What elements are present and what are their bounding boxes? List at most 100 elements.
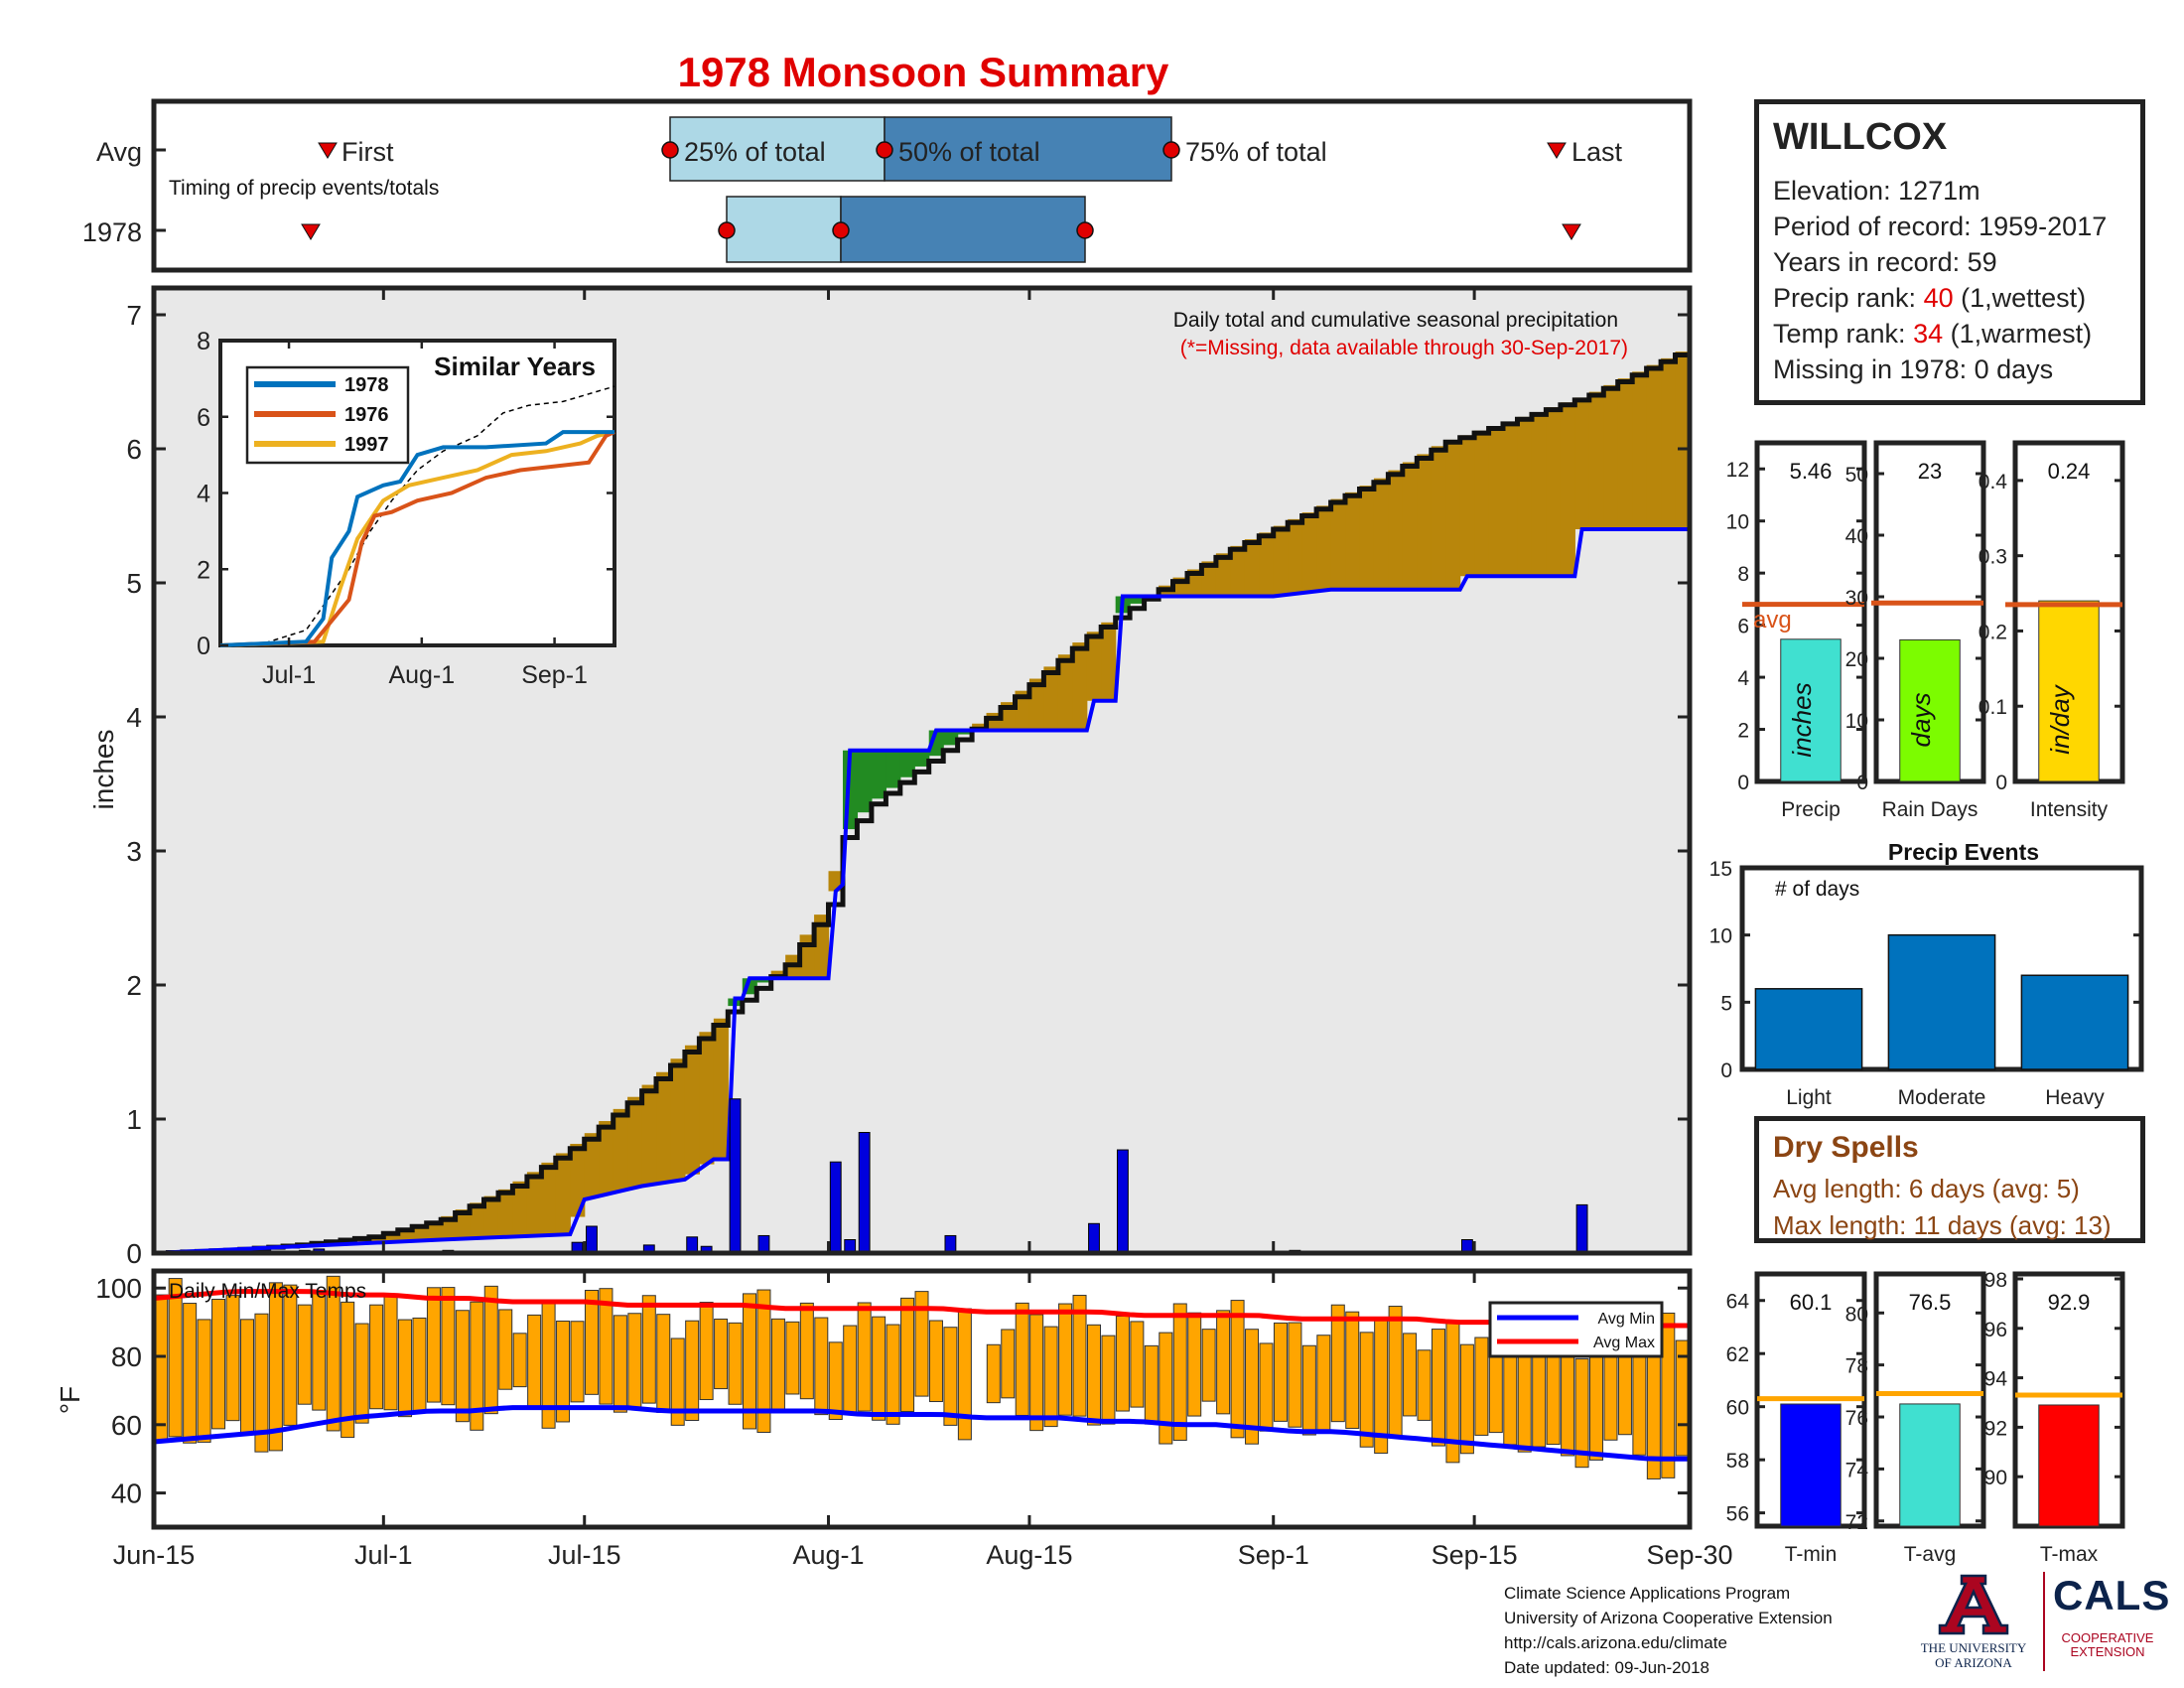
rain-days-mini-ytick-label: 50 bbox=[1845, 464, 1868, 487]
station-temp-rank: Temp rank: 34 (1,warmest) bbox=[1773, 316, 2126, 352]
temp-ytick-label: 80 bbox=[111, 1341, 142, 1372]
cumulative-diff-segment bbox=[1488, 426, 1504, 577]
main-ytick-label: 1 bbox=[126, 1104, 142, 1135]
station-precip-rank: Precip rank: 40 (1,wettest) bbox=[1773, 280, 2126, 316]
cumulative-diff-segment bbox=[1459, 435, 1475, 577]
daily-temp-bar bbox=[613, 1315, 627, 1413]
daily-temp-bar bbox=[957, 1308, 972, 1441]
logo-divider bbox=[2043, 1572, 2045, 1671]
tavg-mini-ytick-label: 78 bbox=[1845, 1355, 1868, 1378]
temp-ytick-label: 40 bbox=[111, 1478, 142, 1509]
daily-temp-bar bbox=[239, 1319, 254, 1434]
legend-label-1976: 1976 bbox=[344, 404, 389, 426]
precip-mini-ytick-label: 10 bbox=[1726, 511, 1749, 534]
daily-temp-bar bbox=[470, 1301, 484, 1431]
precip-mini-ytick-label: 0 bbox=[1737, 772, 1749, 794]
cumulative-diff-segment bbox=[1560, 402, 1575, 577]
cumulative-diff-segment bbox=[1388, 470, 1404, 590]
dry-spells-max-length: Max length: 11 days (avg: 13) bbox=[1773, 1210, 2112, 1240]
cumulative-diff-segment bbox=[1531, 412, 1548, 577]
intensity-mini-bar bbox=[2038, 600, 2100, 782]
main-ytick-label: 6 bbox=[126, 434, 142, 465]
daily-temp-bar bbox=[599, 1288, 614, 1405]
inset-xtick-label: Jul-1 bbox=[262, 661, 316, 689]
daily-temp-bar bbox=[527, 1314, 542, 1410]
daily-temp-bar bbox=[1245, 1329, 1260, 1445]
cumulative-diff-segment bbox=[1186, 569, 1203, 597]
precip-mini-ytick-label: 4 bbox=[1737, 667, 1749, 690]
daily-temp-bar bbox=[1187, 1312, 1202, 1417]
cumulative-diff-segment bbox=[1417, 454, 1433, 590]
event-bar bbox=[1754, 988, 1863, 1070]
precip-rank-value: 40 bbox=[1923, 283, 1954, 313]
daily-temp-bar bbox=[843, 1325, 858, 1414]
date-xtick-label: Sep-1 bbox=[1238, 1540, 1309, 1570]
daily-temp-bar bbox=[714, 1318, 729, 1390]
rain-days-mini-value: 23 bbox=[1918, 459, 1942, 484]
cumulative-diff-segment bbox=[1259, 532, 1275, 597]
cumulative-diff-segment bbox=[1101, 622, 1117, 701]
cumulative-diff-segment bbox=[383, 1231, 399, 1242]
daily-temp-bar bbox=[297, 1304, 312, 1405]
precip-rank-suffix: (1,wettest) bbox=[1953, 283, 2087, 313]
tavg-mini-label: T-avg bbox=[1904, 1543, 1957, 1566]
cumulative-diff-segment bbox=[886, 750, 901, 788]
credits-line-1: Climate Science Applications Program bbox=[1504, 1584, 1791, 1603]
tavg-mini-ytick-label: 72 bbox=[1845, 1511, 1868, 1534]
cumulative-diff-segment bbox=[814, 914, 830, 979]
inset-ytick-label: 6 bbox=[197, 404, 210, 432]
daily-temp-bar bbox=[154, 1294, 169, 1442]
cumulative-diff-segment bbox=[1330, 498, 1346, 590]
daily-temp-bar bbox=[756, 1289, 771, 1433]
cumulative-diff-segment bbox=[1230, 545, 1246, 597]
timing-avg-label: Avg bbox=[96, 137, 142, 167]
daily-temp-bar bbox=[814, 1317, 829, 1416]
daily-temp-bar bbox=[1230, 1300, 1245, 1439]
avg-first-marker bbox=[318, 142, 338, 159]
temperature-panel: 40 60 80 100 Jun-15 Jul-1 Jul-15 Aug-1 Aug-15 Se… bbox=[55, 1268, 1733, 1570]
legend-label-avg-max: Avg Max bbox=[1593, 1335, 1655, 1351]
rain-days-mini-ytick-label: 40 bbox=[1845, 525, 1868, 548]
station-years: Years in record: 59 bbox=[1773, 247, 1997, 277]
tavg-mini-bar bbox=[1899, 1403, 1961, 1527]
daily-temp-bar bbox=[1172, 1303, 1187, 1442]
cals-sub-line-2: EXTENSION bbox=[2070, 1644, 2145, 1659]
daily-temp-bar bbox=[383, 1296, 398, 1411]
daily-temp-bar bbox=[900, 1297, 915, 1412]
intensity-mini-ytick-label: 0.3 bbox=[1979, 546, 2007, 569]
tmax-mini-ytick-label: 90 bbox=[1984, 1467, 2007, 1489]
timing-year-label: 1978 bbox=[82, 217, 142, 247]
inset-line-1997 bbox=[219, 430, 615, 647]
temp-rank-value: 34 bbox=[1913, 319, 1944, 349]
daily-temp-bar bbox=[211, 1298, 226, 1430]
daily-temp-bar bbox=[412, 1317, 427, 1414]
tmax-mini-label: T-max bbox=[2040, 1543, 2099, 1566]
last-label: Last bbox=[1571, 137, 1623, 167]
daily-temp-bar bbox=[584, 1289, 599, 1395]
first-label: First bbox=[341, 137, 394, 167]
main-ytick-label: 0 bbox=[126, 1238, 142, 1269]
precip-rank-prefix: Precip rank: bbox=[1773, 283, 1924, 313]
cumulative-avg-line bbox=[153, 527, 1690, 1255]
daily-temp-bar bbox=[570, 1321, 585, 1403]
avg-75pct-marker bbox=[1162, 141, 1180, 159]
cumulative-diff-segment bbox=[1373, 478, 1389, 590]
station-name: WILLCOX bbox=[1773, 116, 1948, 158]
intensity-mini: 0 0.1 0.2 0.3 0.4 0.24 Intensity in/day bbox=[1979, 440, 2125, 821]
intensity-mini-value: 0.24 bbox=[2048, 459, 2091, 484]
cals-logo: CALS COOPERATIVE EXTENSION bbox=[2053, 1574, 2169, 1659]
event-bar bbox=[1887, 933, 1996, 1070]
events-ytick-label: 5 bbox=[1720, 992, 1732, 1015]
daily-temp-bar bbox=[1115, 1316, 1130, 1412]
tmin-mini-ytick-label: 60 bbox=[1726, 1397, 1749, 1420]
avg-50pct-marker bbox=[876, 141, 893, 159]
rain-days-mini-unit: days bbox=[1906, 693, 1936, 748]
credits-block: Climate Science Applications Program Uni… bbox=[1504, 1581, 1833, 1680]
daily-temp-bar bbox=[641, 1295, 656, 1404]
station-elevation: Elevation: 1271m bbox=[1773, 176, 1980, 206]
precip-summary-panels: 0 2 4 6 8 10 12 5.46 Precip inches 0 10 20 30 40 50 23 Ra… bbox=[1726, 440, 2125, 821]
rain-days-mini-ytick-label: 0 bbox=[1856, 772, 1868, 794]
credits-line-2: University of Arizona Cooperative Extens… bbox=[1504, 1609, 1833, 1627]
date-xtick-label: Sep-15 bbox=[1432, 1540, 1518, 1570]
rain-days-mini-label: Rain Days bbox=[1882, 798, 1979, 821]
